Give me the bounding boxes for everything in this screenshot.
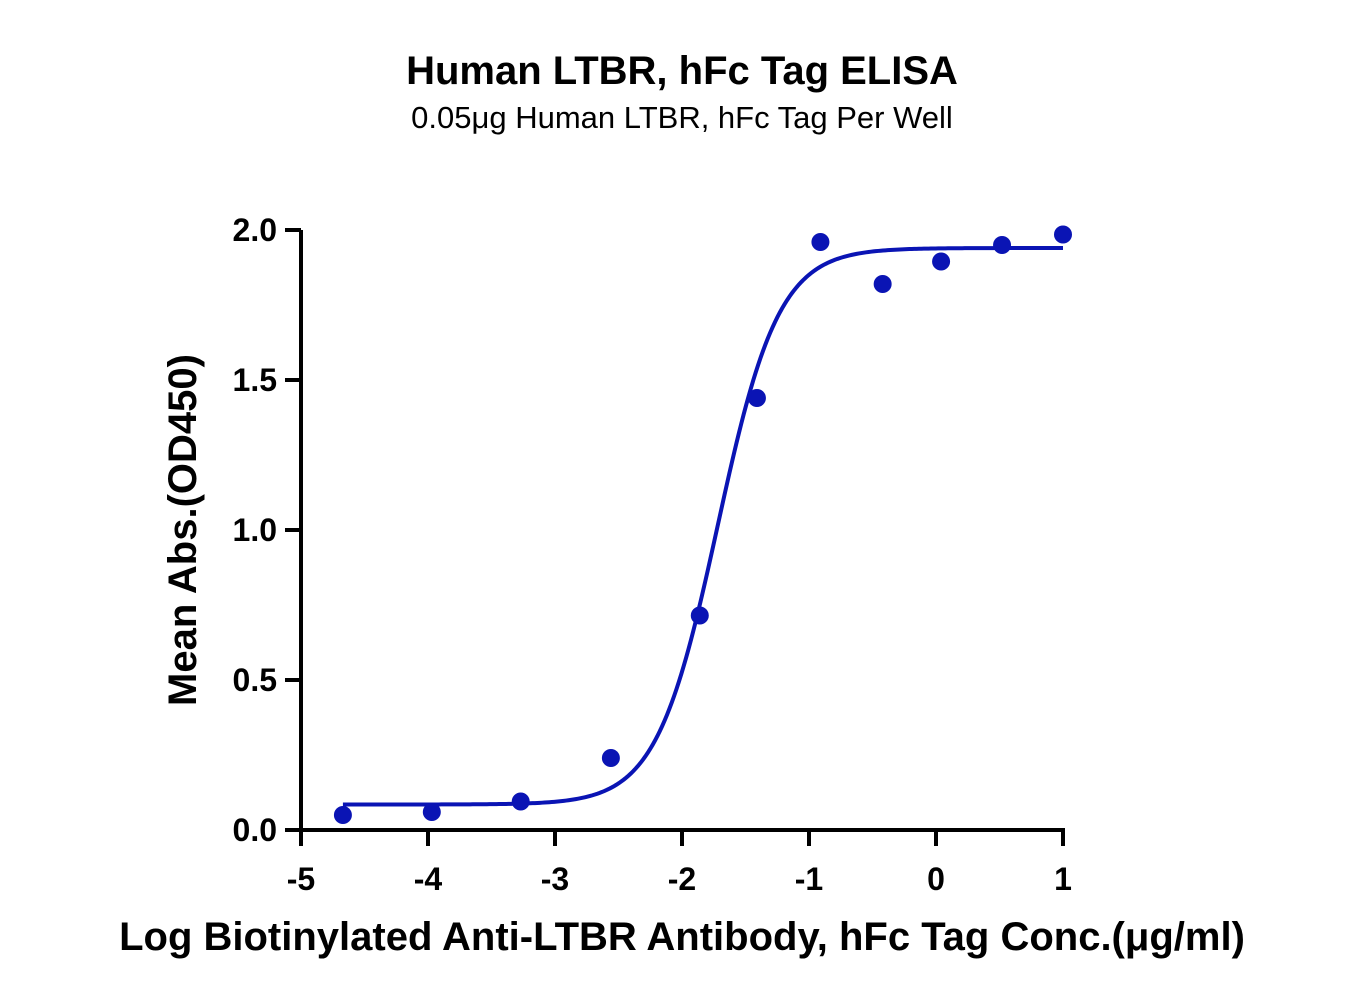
x-tick-label: -1 [795, 861, 823, 897]
x-tick-label: -4 [414, 861, 443, 897]
x-axis-label: Log Biotinylated Anti-LTBR Antibody, hFc… [119, 915, 1245, 959]
x-axis-ticks: -5 -4 -3 -2 -1 0 1 [287, 830, 1072, 897]
y-tick-label: 2.0 [233, 212, 277, 248]
x-tick-label: 1 [1054, 861, 1072, 897]
y-tick-label: 1.5 [233, 362, 277, 398]
data-point [333, 806, 352, 824]
data-point [422, 803, 441, 821]
data-point [932, 252, 951, 271]
data-point [601, 749, 620, 767]
y-tick-label: 1.0 [233, 512, 277, 548]
y-tick-label: 0.5 [233, 662, 277, 698]
x-tick-label: -5 [287, 861, 315, 897]
data-point [811, 233, 830, 251]
x-tick-label: 0 [927, 861, 945, 897]
chart-title: Human LTBR, hFc Tag ELISA [406, 49, 958, 93]
data-points [333, 225, 1072, 824]
fit-curve [342, 246, 1063, 807]
data-point [873, 275, 892, 293]
x-tick-label: -2 [668, 861, 696, 897]
y-axis-label: Mean Abs.(OD450) [161, 354, 205, 706]
data-point [511, 792, 530, 811]
data-point [993, 236, 1012, 254]
axes [299, 230, 1065, 832]
x-tick-label: -3 [541, 861, 569, 897]
y-axis-ticks: 0.0 0.5 1.0 1.5 2.0 [233, 212, 301, 848]
chart-subtitle: 0.05μg Human LTBR, hFc Tag Per Well [411, 100, 953, 135]
y-tick-label: 0.0 [233, 812, 277, 848]
data-point [747, 389, 766, 407]
data-point [690, 606, 709, 625]
data-point [1054, 225, 1072, 244]
